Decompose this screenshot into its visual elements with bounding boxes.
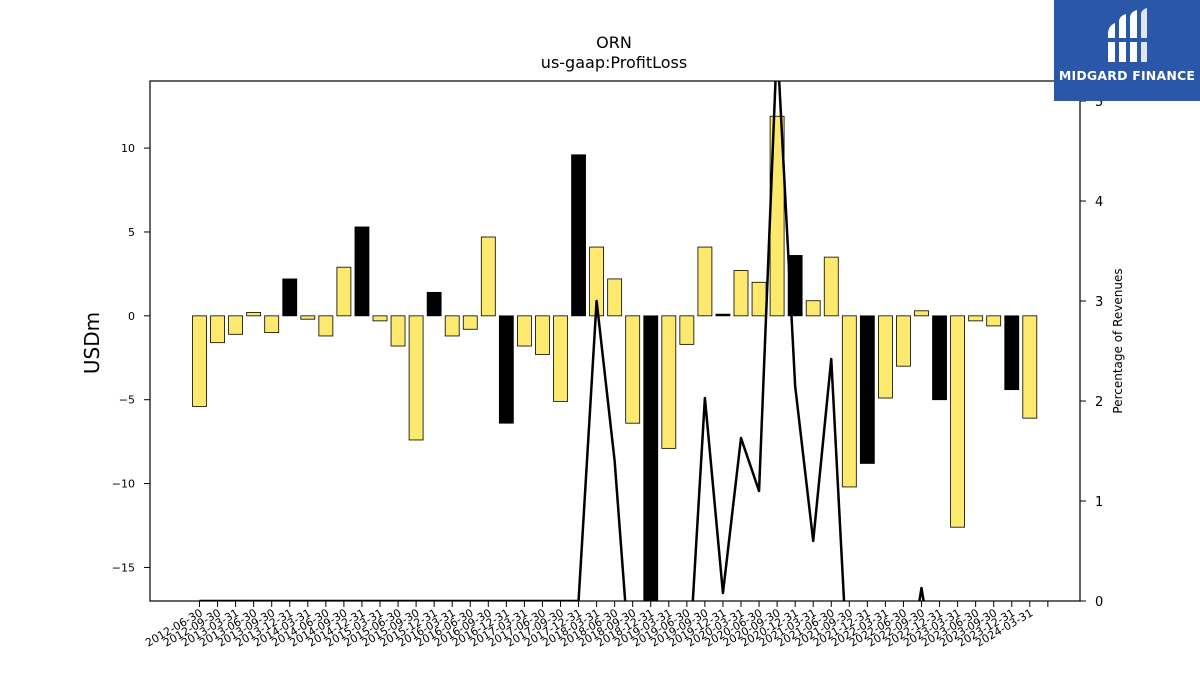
y2-tick-label: 3 [1095, 295, 1103, 310]
bar-2021-06-30 [841, 315, 857, 488]
y-axis-label: USDm [80, 312, 104, 374]
bar-2019-12-31 [733, 270, 749, 317]
bar-2017-09-30 [571, 154, 586, 317]
y2-tick-label: 5 [1095, 95, 1103, 110]
bar-2013-09-30 [282, 278, 298, 317]
midgard-logo-icon [1104, 8, 1150, 62]
bar-2019-06-30 [697, 246, 713, 317]
y2-tick-label: 4 [1095, 195, 1103, 210]
bar-2017-03-31 [535, 315, 550, 355]
bar-2014-12-31 [372, 315, 388, 322]
chart-title: ORN [596, 33, 632, 52]
y-tick-label: 5 [128, 226, 135, 239]
bar-2021-03-31 [823, 256, 839, 317]
bar-2018-06-30 [625, 315, 641, 424]
y2-tick-label: 1 [1095, 495, 1103, 510]
y2-axis-label: Percentage of Revenues [1111, 268, 1125, 413]
bar-2013-12-31 [300, 315, 316, 320]
bar-2014-09-30 [354, 226, 370, 317]
bar-2016-03-31 [462, 315, 478, 330]
bar-2019-09-30 [715, 313, 731, 317]
y-tick-label: −5 [119, 394, 135, 407]
bar-2013-03-31 [246, 312, 262, 317]
bar-2013-06-30 [264, 315, 280, 334]
y-tick-label: −15 [112, 561, 135, 574]
bar-2022-12-31 [950, 315, 965, 528]
bar-2020-12-31 [805, 300, 821, 317]
bar-2014-06-30 [336, 266, 352, 317]
y2-tick-label: 0 [1095, 595, 1103, 610]
bar-2012-09-30 [210, 315, 225, 344]
y-tick-label: −10 [112, 478, 135, 491]
y-tick-label: 10 [121, 142, 135, 155]
midgard-finance-logo: MIDGARD FINANCE [1054, 0, 1200, 101]
bar-2019-03-31 [679, 315, 695, 345]
bar-2016-09-30 [498, 315, 514, 424]
bar-2022-03-31 [896, 315, 911, 367]
bar-2017-06-30 [553, 315, 568, 402]
bar-2012-12-31 [228, 315, 244, 335]
bar-2021-09-30 [859, 315, 875, 464]
bar-2023-12-31 [1022, 315, 1038, 419]
bar-2022-09-30 [932, 315, 947, 401]
percentage-line [199, 81, 925, 601]
bar-2023-03-31 [968, 315, 984, 322]
bar-2021-12-31 [878, 315, 893, 399]
bar-2022-06-30 [914, 310, 929, 317]
chart-subtitle: us-gaap:ProfitLoss [541, 53, 687, 72]
bar-2014-03-31 [318, 315, 334, 337]
bar-2018-03-31 [607, 278, 623, 317]
bar-2016-12-31 [517, 315, 532, 347]
bar-2018-09-30 [643, 315, 659, 601]
bar-2018-12-31 [661, 315, 677, 449]
bar-2015-12-31 [444, 315, 460, 337]
logo-text: MIDGARD FINANCE [1058, 68, 1196, 83]
bar-2012-06-30 [192, 315, 207, 407]
bar-2015-03-31 [390, 315, 406, 347]
bar-2020-03-31 [751, 281, 767, 317]
bar-2015-09-30 [426, 291, 442, 317]
bar-2016-06-30 [480, 236, 496, 317]
y-tick-label: 0 [128, 310, 135, 323]
bar-2015-06-30 [408, 315, 424, 441]
bar-2023-09-30 [1004, 315, 1020, 391]
y2-tick-label: 2 [1095, 395, 1103, 410]
bar-2023-06-30 [986, 315, 1002, 327]
